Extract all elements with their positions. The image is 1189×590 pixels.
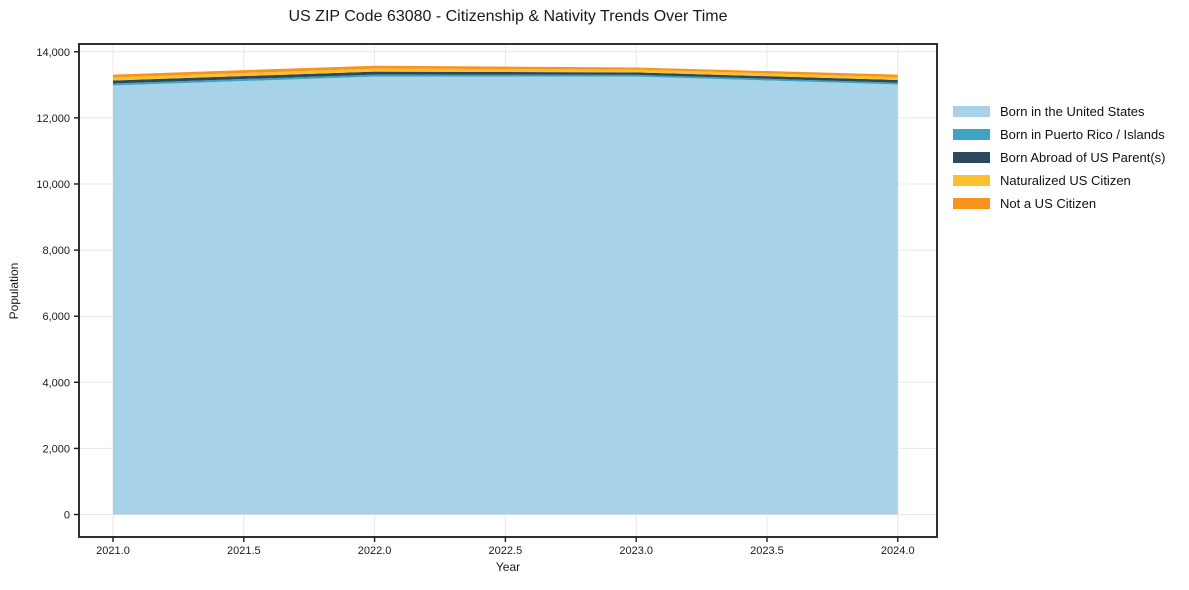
legend-item-0: Born in the United States xyxy=(953,100,1165,123)
legend-swatch xyxy=(953,175,990,186)
y-tick-label: 0 xyxy=(64,510,70,522)
y-tick-label: 8,000 xyxy=(42,245,70,257)
legend-label: Born in the United States xyxy=(1000,104,1145,119)
x-tick-label: 2023.0 xyxy=(619,545,653,557)
legend-item-4: Not a US Citizen xyxy=(953,192,1165,215)
legend-swatch xyxy=(953,106,990,117)
x-tick-label: 2022.5 xyxy=(489,545,523,557)
legend-label: Born Abroad of US Parent(s) xyxy=(1000,150,1166,165)
y-tick-label: 4,000 xyxy=(42,377,70,389)
area-series-4 xyxy=(113,65,898,78)
x-tick-label: 2024.0 xyxy=(881,545,915,557)
x-tick-label: 2021.5 xyxy=(227,545,261,557)
legend-label: Naturalized US Citizen xyxy=(1000,173,1131,188)
legend-item-2: Born Abroad of US Parent(s) xyxy=(953,146,1165,169)
legend-item-3: Naturalized US Citizen xyxy=(953,169,1165,192)
y-tick-label: 14,000 xyxy=(36,47,70,59)
area-series-0 xyxy=(113,76,898,515)
area-series-1 xyxy=(113,74,898,86)
y-tick-label: 6,000 xyxy=(42,311,70,323)
x-tick-label: 2023.5 xyxy=(750,545,784,557)
area-series-3 xyxy=(113,68,898,81)
y-tick-label: 10,000 xyxy=(36,179,70,191)
legend-label: Born in Puerto Rico / Islands xyxy=(1000,127,1165,142)
x-axis-label: Year xyxy=(495,560,521,574)
legend-label: Not a US Citizen xyxy=(1000,196,1097,211)
legend-swatch xyxy=(953,198,990,209)
chart-title: US ZIP Code 63080 - Citizenship & Nativi… xyxy=(288,8,728,25)
x-tick-label: 2021.0 xyxy=(96,545,130,557)
plot-border xyxy=(78,43,938,538)
legend-item-1: Born in Puerto Rico / Islands xyxy=(953,123,1165,146)
y-tick-label: 12,000 xyxy=(36,113,70,125)
legend: Born in the United States Born in Puerto … xyxy=(953,100,1165,215)
area-series-2 xyxy=(113,71,898,84)
legend-swatch xyxy=(953,129,990,140)
y-tick-label: 2,000 xyxy=(42,443,70,455)
x-tick-label: 2022.0 xyxy=(358,545,392,557)
legend-swatch xyxy=(953,152,990,163)
y-axis-label: Population xyxy=(7,262,21,320)
